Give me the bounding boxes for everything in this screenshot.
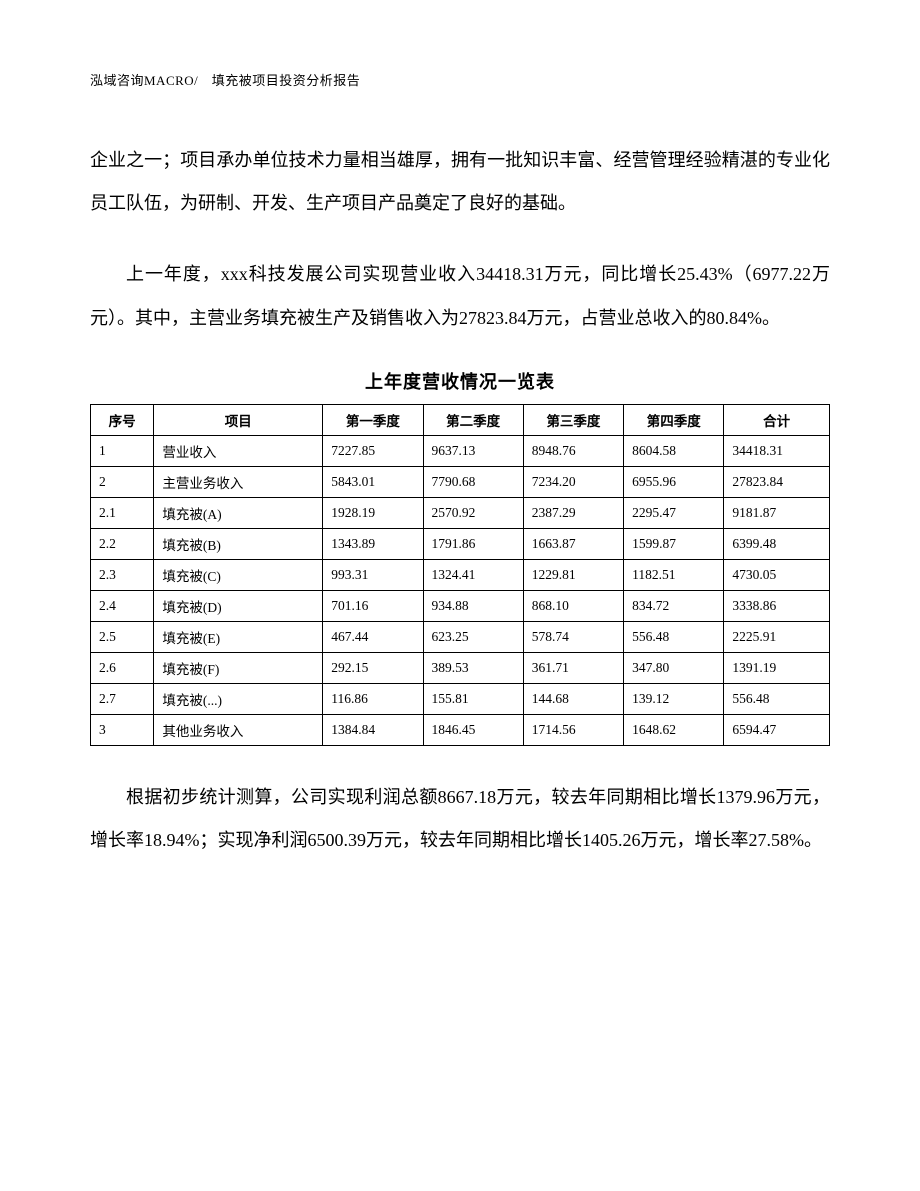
cell: 993.31	[323, 559, 423, 590]
cell: 填充被(A)	[154, 497, 323, 528]
cell: 467.44	[323, 621, 423, 652]
col-header-q4: 第四季度	[624, 404, 724, 435]
cell: 1599.87	[624, 528, 724, 559]
cell: 34418.31	[724, 435, 830, 466]
cell: 填充被(...)	[154, 683, 323, 714]
table-row: 3 其他业务收入 1384.84 1846.45 1714.56 1648.62…	[91, 714, 830, 745]
cell: 2.7	[91, 683, 154, 714]
cell: 2.1	[91, 497, 154, 528]
cell: 1384.84	[323, 714, 423, 745]
cell: 1846.45	[423, 714, 523, 745]
col-header-seq: 序号	[91, 404, 154, 435]
cell: 1714.56	[523, 714, 623, 745]
page-container: 泓域咨询MACRO/ 填充被项目投资分析报告 企业之一；项目承办单位技术力量相当…	[0, 0, 920, 950]
cell: 868.10	[523, 590, 623, 621]
cell: 营业收入	[154, 435, 323, 466]
table-row: 2.7 填充被(...) 116.86 155.81 144.68 139.12…	[91, 683, 830, 714]
cell: 361.71	[523, 652, 623, 683]
cell: 8948.76	[523, 435, 623, 466]
cell: 1791.86	[423, 528, 523, 559]
col-header-q1: 第一季度	[323, 404, 423, 435]
table-row: 2.3 填充被(C) 993.31 1324.41 1229.81 1182.5…	[91, 559, 830, 590]
table-row: 2 主营业务收入 5843.01 7790.68 7234.20 6955.96…	[91, 466, 830, 497]
cell: 填充被(F)	[154, 652, 323, 683]
cell: 6955.96	[624, 466, 724, 497]
cell: 7227.85	[323, 435, 423, 466]
col-header-total: 合计	[724, 404, 830, 435]
table-row: 2.6 填充被(F) 292.15 389.53 361.71 347.80 1…	[91, 652, 830, 683]
cell: 6594.47	[724, 714, 830, 745]
cell: 1343.89	[323, 528, 423, 559]
cell: 2295.47	[624, 497, 724, 528]
paragraph-2: 上一年度，xxx科技发展公司实现营业收入34418.31万元，同比增长25.43…	[90, 253, 830, 339]
cell: 556.48	[724, 683, 830, 714]
cell: 701.16	[323, 590, 423, 621]
table-row: 2.2 填充被(B) 1343.89 1791.86 1663.87 1599.…	[91, 528, 830, 559]
cell: 1648.62	[624, 714, 724, 745]
page-header: 泓域咨询MACRO/ 填充被项目投资分析报告	[90, 70, 830, 89]
cell: 347.80	[624, 652, 724, 683]
cell: 623.25	[423, 621, 523, 652]
cell: 1663.87	[523, 528, 623, 559]
cell: 其他业务收入	[154, 714, 323, 745]
cell: 8604.58	[624, 435, 724, 466]
cell: 2387.29	[523, 497, 623, 528]
col-header-item: 项目	[154, 404, 323, 435]
cell: 2.6	[91, 652, 154, 683]
cell: 1928.19	[323, 497, 423, 528]
cell: 139.12	[624, 683, 724, 714]
cell: 2.3	[91, 559, 154, 590]
cell: 主营业务收入	[154, 466, 323, 497]
cell: 116.86	[323, 683, 423, 714]
cell: 934.88	[423, 590, 523, 621]
cell: 填充被(D)	[154, 590, 323, 621]
cell: 2	[91, 466, 154, 497]
cell: 2.5	[91, 621, 154, 652]
cell: 4730.05	[724, 559, 830, 590]
table-row: 2.5 填充被(E) 467.44 623.25 578.74 556.48 2…	[91, 621, 830, 652]
table-row: 2.1 填充被(A) 1928.19 2570.92 2387.29 2295.…	[91, 497, 830, 528]
cell: 5843.01	[323, 466, 423, 497]
table-header-row: 序号 项目 第一季度 第二季度 第三季度 第四季度 合计	[91, 404, 830, 435]
revenue-table: 序号 项目 第一季度 第二季度 第三季度 第四季度 合计 1 营业收入 7227…	[90, 404, 830, 746]
col-header-q2: 第二季度	[423, 404, 523, 435]
cell: 1324.41	[423, 559, 523, 590]
cell: 2.2	[91, 528, 154, 559]
cell: 2570.92	[423, 497, 523, 528]
cell: 155.81	[423, 683, 523, 714]
cell: 1229.81	[523, 559, 623, 590]
cell: 834.72	[624, 590, 724, 621]
cell: 27823.84	[724, 466, 830, 497]
cell: 1391.19	[724, 652, 830, 683]
cell: 144.68	[523, 683, 623, 714]
cell: 2225.91	[724, 621, 830, 652]
paragraph-1: 企业之一；项目承办单位技术力量相当雄厚，拥有一批知识丰富、经营管理经验精湛的专业…	[90, 139, 830, 225]
cell: 389.53	[423, 652, 523, 683]
cell: 556.48	[624, 621, 724, 652]
cell: 1	[91, 435, 154, 466]
cell: 填充被(C)	[154, 559, 323, 590]
cell: 6399.48	[724, 528, 830, 559]
cell: 3338.86	[724, 590, 830, 621]
table-row: 1 营业收入 7227.85 9637.13 8948.76 8604.58 3…	[91, 435, 830, 466]
cell: 3	[91, 714, 154, 745]
cell: 292.15	[323, 652, 423, 683]
paragraph-3: 根据初步统计测算，公司实现利润总额8667.18万元，较去年同期相比增长1379…	[90, 776, 830, 862]
cell: 2.4	[91, 590, 154, 621]
table-title: 上年度营收情况一览表	[90, 368, 830, 394]
table-row: 2.4 填充被(D) 701.16 934.88 868.10 834.72 3…	[91, 590, 830, 621]
cell: 填充被(E)	[154, 621, 323, 652]
cell: 7790.68	[423, 466, 523, 497]
cell: 9637.13	[423, 435, 523, 466]
table-body: 1 营业收入 7227.85 9637.13 8948.76 8604.58 3…	[91, 435, 830, 745]
cell: 1182.51	[624, 559, 724, 590]
col-header-q3: 第三季度	[523, 404, 623, 435]
cell: 7234.20	[523, 466, 623, 497]
cell: 578.74	[523, 621, 623, 652]
cell: 9181.87	[724, 497, 830, 528]
cell: 填充被(B)	[154, 528, 323, 559]
